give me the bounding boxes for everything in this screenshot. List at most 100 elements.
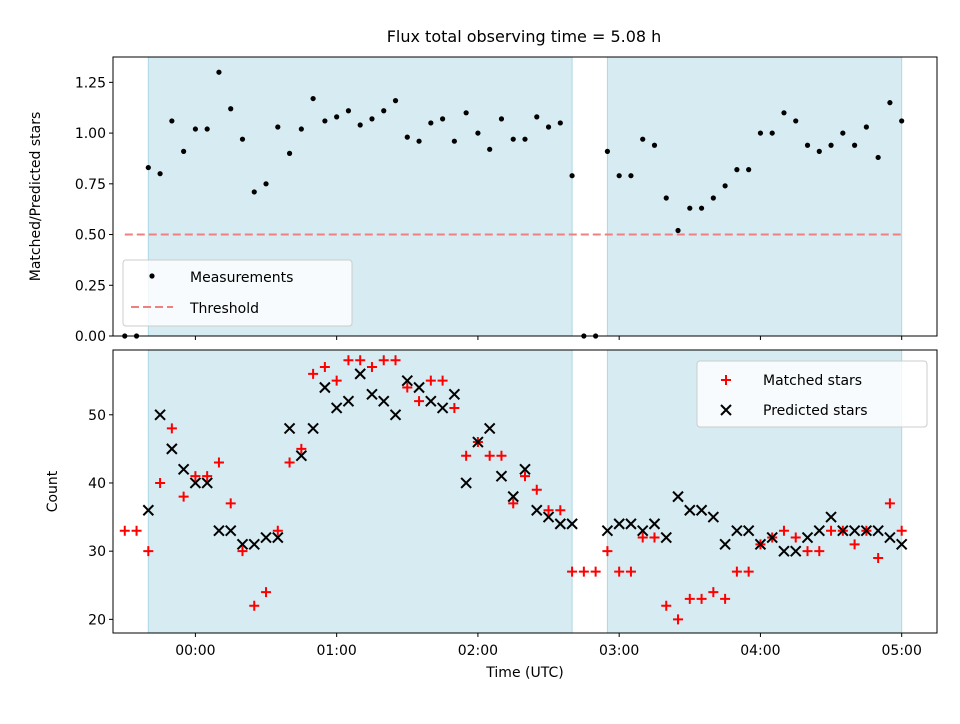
measurement-point (604, 148, 611, 154)
predicted-star-point (754, 538, 767, 551)
measurement-point (734, 167, 740, 173)
measurement-point (840, 130, 846, 136)
measurement-point (804, 142, 811, 148)
matched-star-point (190, 471, 201, 482)
matched-star-point (590, 566, 601, 577)
measurement-point (169, 118, 175, 124)
matched-star-point (684, 593, 695, 604)
measurement-point (545, 124, 552, 130)
matched-star-point (602, 546, 613, 557)
measurement-point (251, 189, 257, 195)
predicted-star-point (825, 511, 837, 523)
measurement-point (746, 167, 752, 173)
predicted-star-point (389, 409, 402, 421)
shaded-interval (147, 349, 573, 634)
predicted-star-point (401, 374, 413, 387)
matched-star-point (331, 375, 342, 386)
legend-label-measurements: Measurements (190, 270, 293, 286)
matched-star-point (567, 566, 578, 577)
legend-label-threshold: Threshold (189, 301, 259, 317)
matched-star-point (543, 505, 554, 516)
measurement-point (687, 205, 693, 211)
measurement-point (628, 173, 634, 179)
matched-star-point (449, 402, 460, 413)
y-tick-label: 20 (88, 612, 106, 628)
matched-star-point (637, 532, 648, 543)
measurement-point (463, 110, 469, 116)
predicted-star-point (378, 395, 390, 407)
matched-star-point (143, 546, 154, 557)
matched-star-point (531, 484, 542, 495)
matched-star-point (826, 525, 837, 536)
matched-star-point (437, 375, 448, 386)
y-tick-label: 0.50 (75, 228, 106, 244)
matched-star-point (202, 471, 213, 482)
predicted-star-point (660, 531, 672, 544)
predicted-star-point (531, 504, 543, 516)
predicted-star-point (601, 525, 614, 537)
predicted-star-point (742, 525, 755, 537)
measurement-point (899, 118, 905, 124)
measurement-point (451, 138, 457, 144)
predicted-star-point (354, 368, 366, 380)
matched-star-point (673, 614, 684, 625)
predicted-star-point (425, 395, 437, 407)
predicted-star-point (813, 525, 825, 537)
matched-star-point (790, 532, 801, 543)
y-tick-label: 40 (88, 476, 106, 492)
measurement-point (675, 227, 681, 234)
measurement-point (192, 126, 198, 132)
predicted-star-point (330, 402, 343, 414)
measurement-point (392, 98, 399, 104)
shaded-interval (606, 56, 903, 337)
predicted-star-point (648, 518, 661, 530)
predicted-star-point (177, 463, 190, 476)
top-axes-frame (112, 56, 938, 337)
y-tick-label: 1.00 (75, 126, 106, 142)
matched-star-point (496, 450, 507, 461)
measurement-point (263, 181, 269, 187)
predicted-star-point (684, 504, 696, 516)
measurement-point (181, 148, 187, 154)
x-tick-label: 04:00 (740, 643, 780, 659)
y-axis-label: Count (45, 470, 61, 512)
matched-star-point (661, 600, 672, 611)
y-tick-label: 0.25 (75, 278, 106, 294)
predicted-star-point (166, 443, 178, 455)
predicted-star-point (895, 538, 908, 551)
matched-star-point (425, 375, 436, 386)
measurement-point (310, 95, 316, 102)
predicted-star-point (637, 525, 649, 537)
measurement-point (440, 116, 446, 122)
predicted-star-point (436, 402, 449, 414)
matched-star-point (814, 546, 825, 557)
matched-star-point (390, 355, 401, 366)
matched-star-point (308, 368, 319, 379)
measurement-point (510, 136, 516, 142)
matched-star-point (261, 587, 272, 598)
matched-star-point (414, 396, 425, 407)
predicted-star-point (295, 449, 308, 462)
predicted-star-point (413, 381, 425, 394)
y-tick-label: 50 (88, 408, 106, 424)
measurement-point (345, 108, 352, 114)
measurement-point (816, 148, 822, 154)
y-tick-label: 1.25 (75, 75, 106, 91)
measurement-point (663, 195, 669, 201)
measurement-point (228, 106, 234, 112)
predicted-star-point (790, 545, 802, 557)
matched-star-point (461, 450, 472, 461)
predicted-star-point (542, 511, 555, 523)
predicted-star-point (236, 538, 249, 551)
predicted-star-point (837, 525, 849, 537)
matched-star-point (884, 498, 895, 509)
predicted-star-point (613, 518, 625, 530)
matched-star-point (272, 525, 283, 536)
predicted-star-point (766, 531, 778, 544)
predicted-star-point (672, 490, 684, 503)
measurement-point (404, 134, 410, 140)
matched-star-point (343, 355, 354, 366)
matched-star-point (296, 443, 307, 454)
bottom-legend: Matched stars Predicted stars (696, 360, 928, 428)
